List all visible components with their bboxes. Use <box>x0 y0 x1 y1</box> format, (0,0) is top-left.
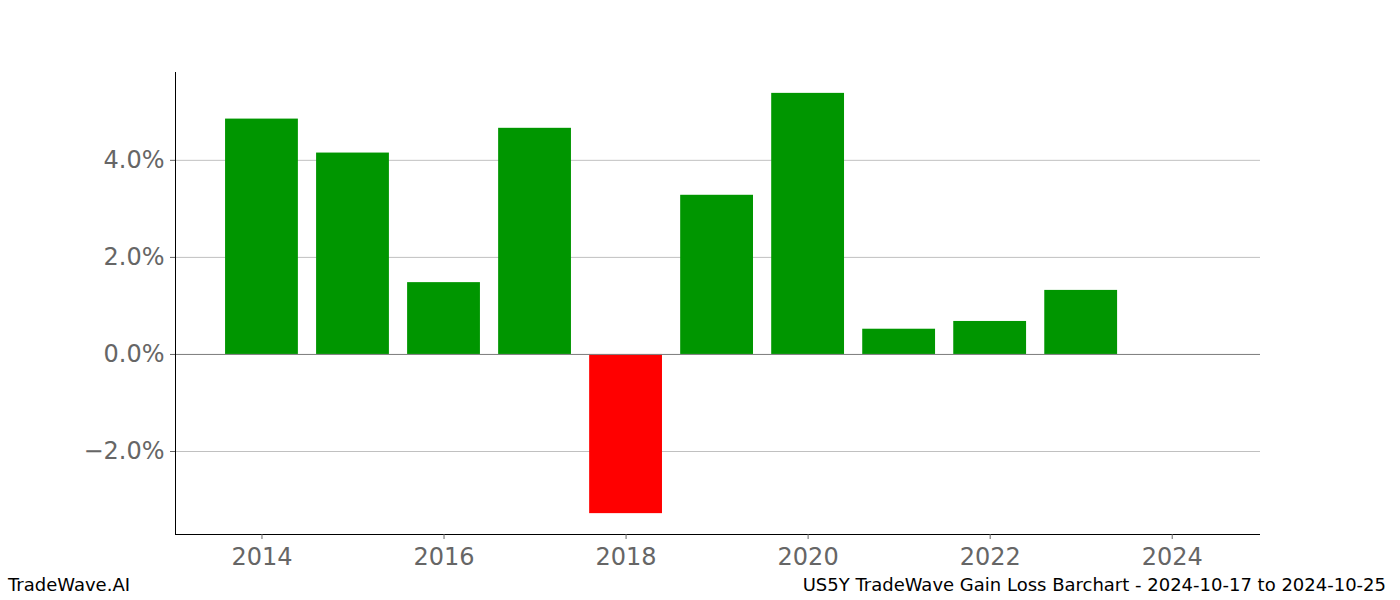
svg-text:2024: 2024 <box>1142 543 1203 571</box>
svg-text:−2.0%: −2.0% <box>83 437 164 465</box>
svg-text:2020: 2020 <box>778 543 839 571</box>
svg-text:2.0%: 2.0% <box>104 243 165 271</box>
svg-text:2014: 2014 <box>231 543 292 571</box>
svg-text:2022: 2022 <box>960 543 1021 571</box>
svg-text:2018: 2018 <box>596 543 657 571</box>
svg-text:2016: 2016 <box>413 543 474 571</box>
svg-text:4.0%: 4.0% <box>104 146 165 174</box>
svg-text:0.0%: 0.0% <box>104 340 165 368</box>
html-text:TradeWave.AI: TradeWave.AI <box>8 574 130 595</box>
html-text:US5Y TradeWave Gain Loss Barch: US5Y TradeWave Gain Loss Barchart - 2024… <box>802 574 1386 595</box>
